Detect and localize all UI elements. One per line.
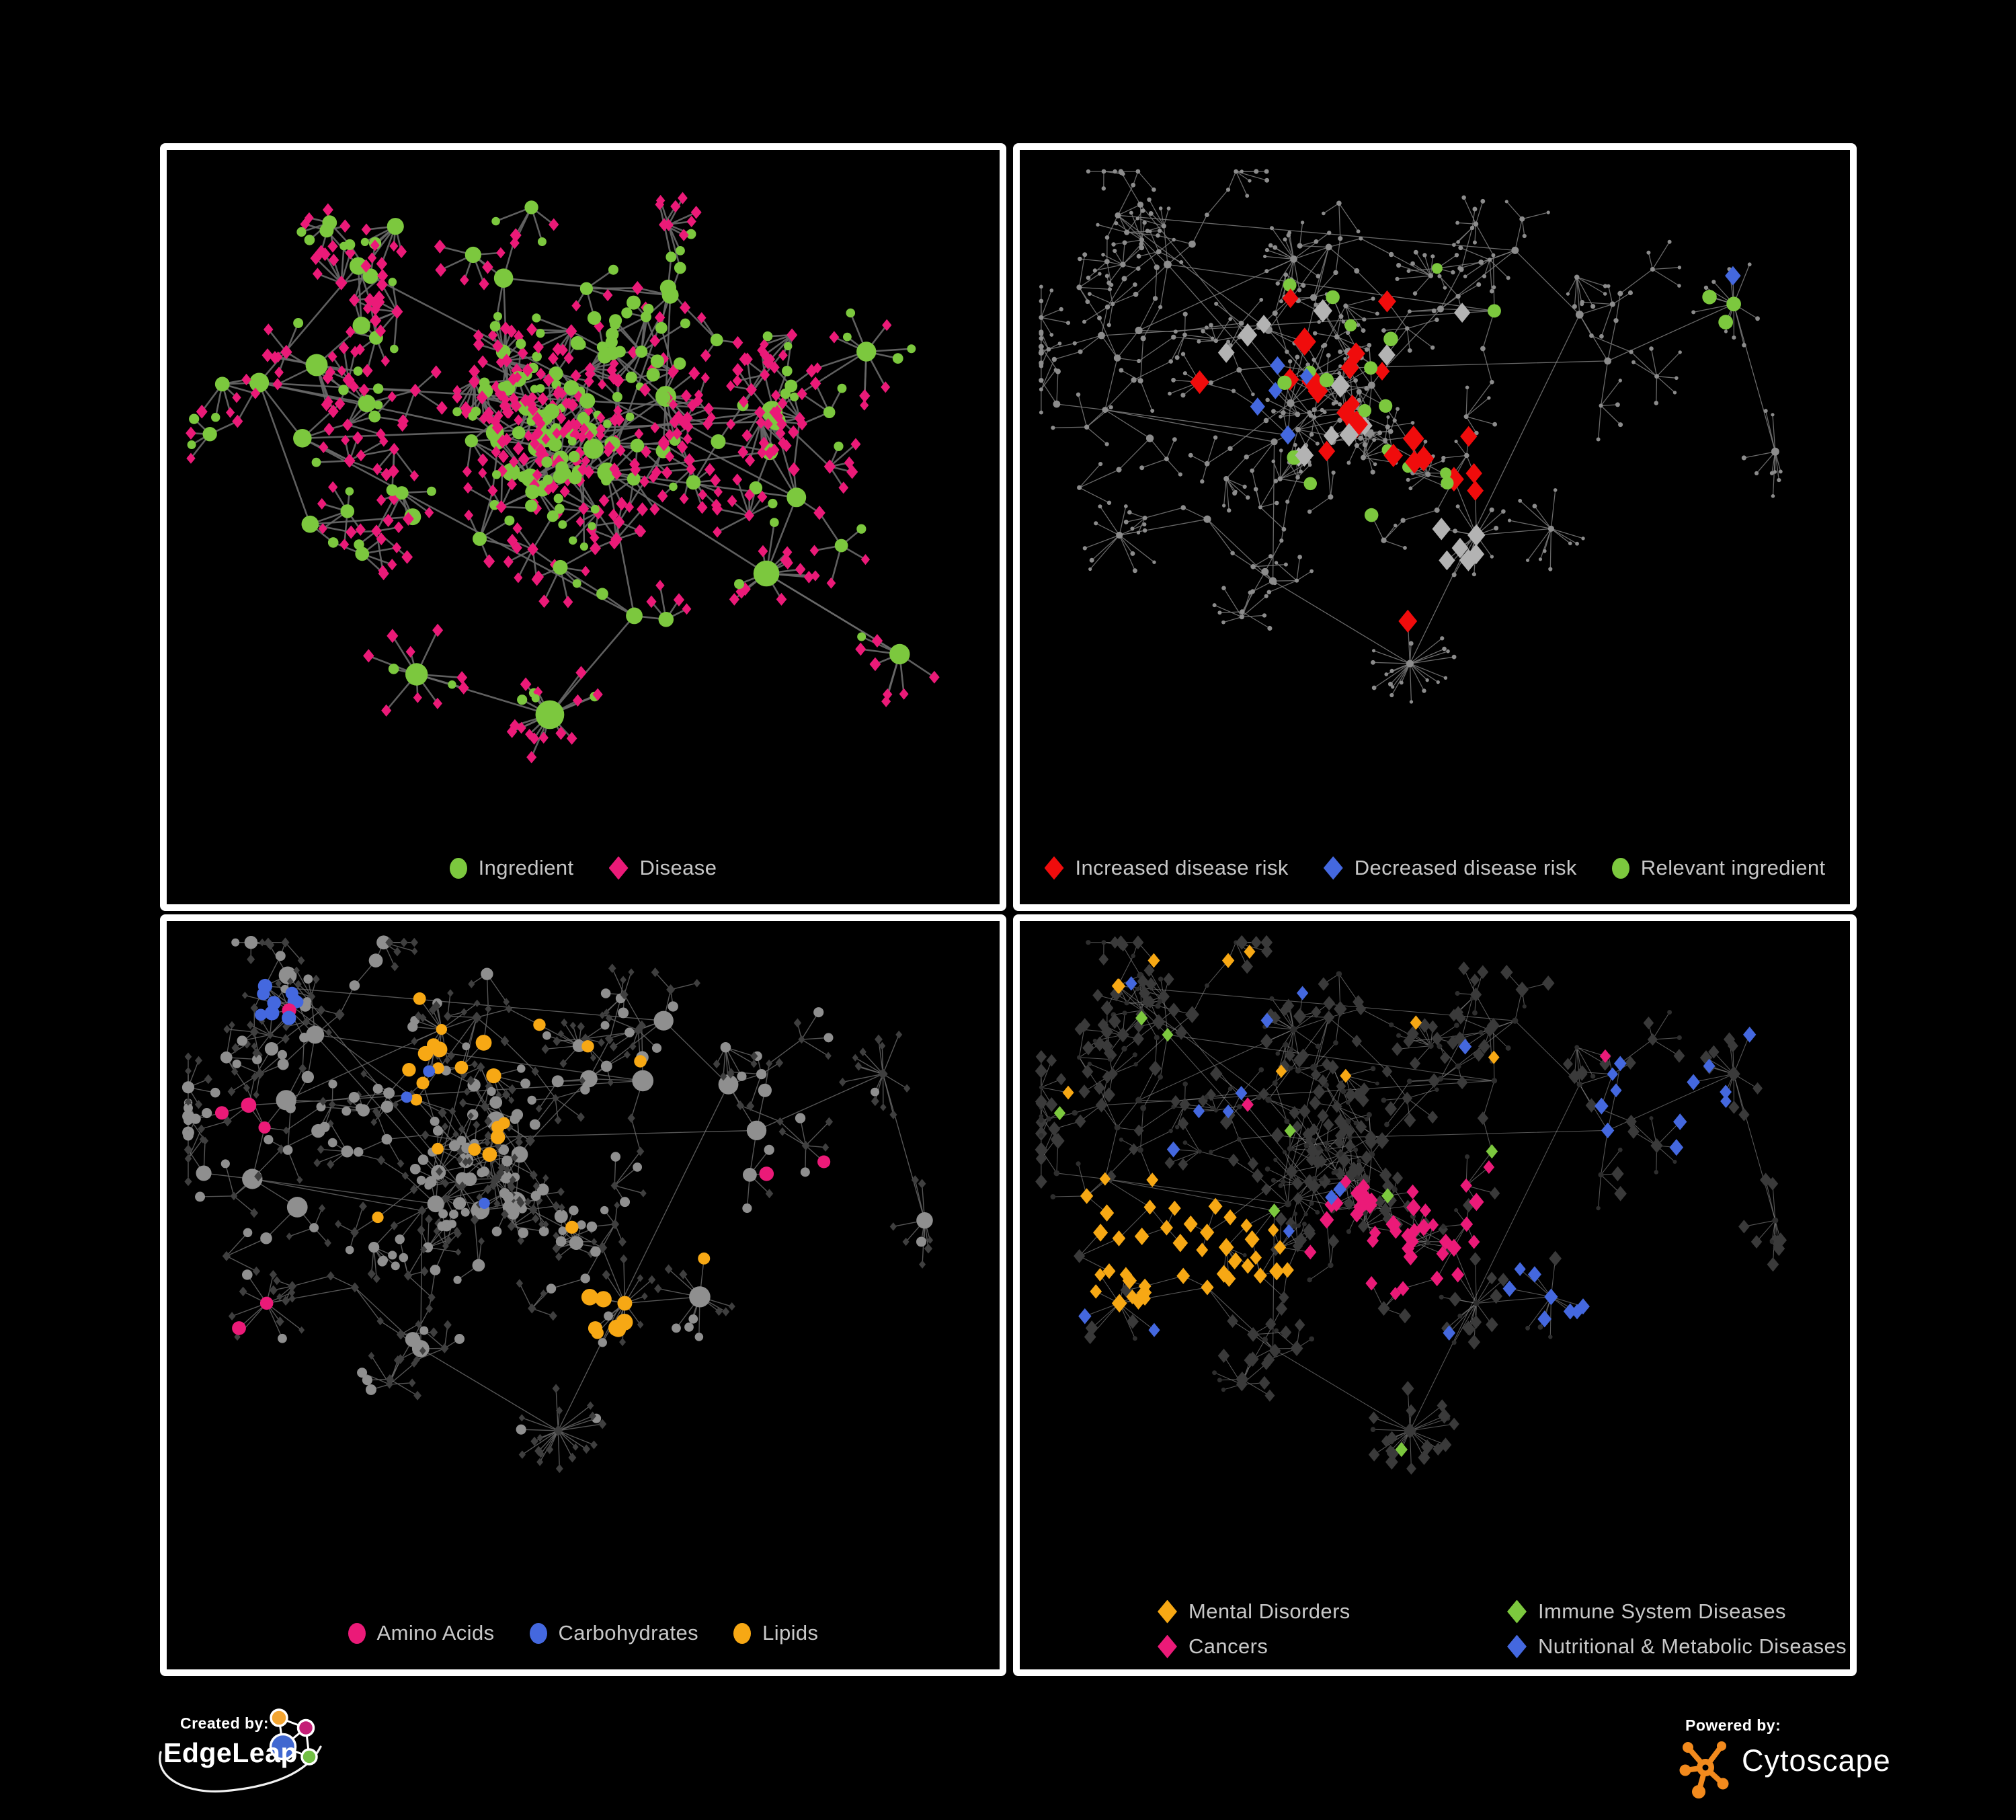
network-disease-categories [1035, 935, 1787, 1475]
powered-by-block: Powered by: Cytoscape [1677, 1711, 1973, 1815]
panel-ingredient-disease: Ingredient Disease [160, 143, 1006, 911]
panel-disease-risk: Increased disease risk Decreased disease … [1013, 143, 1857, 911]
powered-by-label: Powered by: [1685, 1716, 1781, 1734]
legend-item: Increased disease risk [1044, 856, 1289, 880]
network-ingredient-disease [186, 192, 940, 764]
network-macronutrients [182, 935, 934, 1473]
circle-marker-icon [1611, 857, 1629, 879]
legend-item: Amino Acids [348, 1621, 495, 1645]
legend-label: Immune System Diseases [1538, 1599, 1786, 1623]
diamond-marker-icon [1323, 856, 1343, 880]
network-disease-risk [1038, 169, 1783, 704]
legend-label: Disease [639, 856, 717, 879]
legend-label: Nutritional & Metabolic Diseases [1538, 1634, 1847, 1658]
circle-marker-icon [348, 1622, 366, 1644]
diamond-marker-icon [1507, 1599, 1527, 1624]
legend-label: Carbohydrates [558, 1621, 699, 1645]
legend-item: Relevant ingredient [1611, 856, 1826, 880]
legend-disease-categories: Mental Disorders Immune System Diseases Ca… [1158, 1599, 1850, 1659]
legend-label: Decreased disease risk [1354, 856, 1577, 879]
diamond-marker-icon [1044, 856, 1064, 880]
edgeleap-wordmark: EdgeLeap [163, 1737, 298, 1768]
created-by-label: Created by: [180, 1714, 270, 1732]
circle-marker-icon [733, 1622, 752, 1644]
edgeleap-logo-icon [159, 1708, 322, 1793]
cytoscape-logo-icon [1679, 1741, 1729, 1798]
created-by-block: Created by: EdgeLeap [151, 1708, 339, 1819]
panel-macronutrients: Amino Acids Carbohydrates Lipids [160, 914, 1006, 1676]
diamond-marker-icon [1507, 1634, 1527, 1659]
legend-label: Lipids [762, 1621, 819, 1645]
panel-grid: Ingredient Disease Increased disease risk… [160, 143, 1857, 1676]
diamond-marker-icon [608, 856, 629, 880]
legend-item: Ingredient [449, 856, 574, 880]
legend-item: Decreased disease risk [1323, 856, 1577, 880]
cytoscape-wordmark: Cytoscape [1742, 1743, 1891, 1778]
legend-item: Mental Disorders [1158, 1599, 1507, 1624]
circle-marker-icon [449, 857, 467, 879]
legend-disease-risk: Increased disease risk Decreased disease … [1020, 856, 1850, 880]
legend-label: Amino Acids [376, 1621, 495, 1645]
legend-item: Disease [608, 856, 717, 880]
diamond-marker-icon [1158, 1599, 1177, 1624]
legend-label: Mental Disorders [1188, 1599, 1350, 1623]
legend-item: Nutritional & Metabolic Diseases [1507, 1634, 1847, 1659]
legend-label: Ingredient [478, 856, 574, 879]
legend-item: Immune System Diseases [1507, 1599, 1847, 1624]
legend-ingredient-disease: Ingredient Disease [167, 856, 1000, 880]
legend-item: Cancers [1158, 1634, 1507, 1659]
legend-label: Relevant ingredient [1640, 856, 1826, 879]
legend-item: Lipids [733, 1621, 818, 1645]
panel-disease-categories: Mental Disorders Immune System Diseases Ca… [1013, 914, 1857, 1676]
legend-label: Cancers [1188, 1634, 1268, 1658]
diamond-marker-icon [1158, 1634, 1177, 1659]
legend-label: Increased disease risk [1075, 856, 1289, 879]
circle-marker-icon [529, 1622, 547, 1644]
legend-item: Carbohydrates [529, 1621, 699, 1645]
legend-macronutrients: Amino Acids Carbohydrates Lipids [167, 1621, 1000, 1645]
